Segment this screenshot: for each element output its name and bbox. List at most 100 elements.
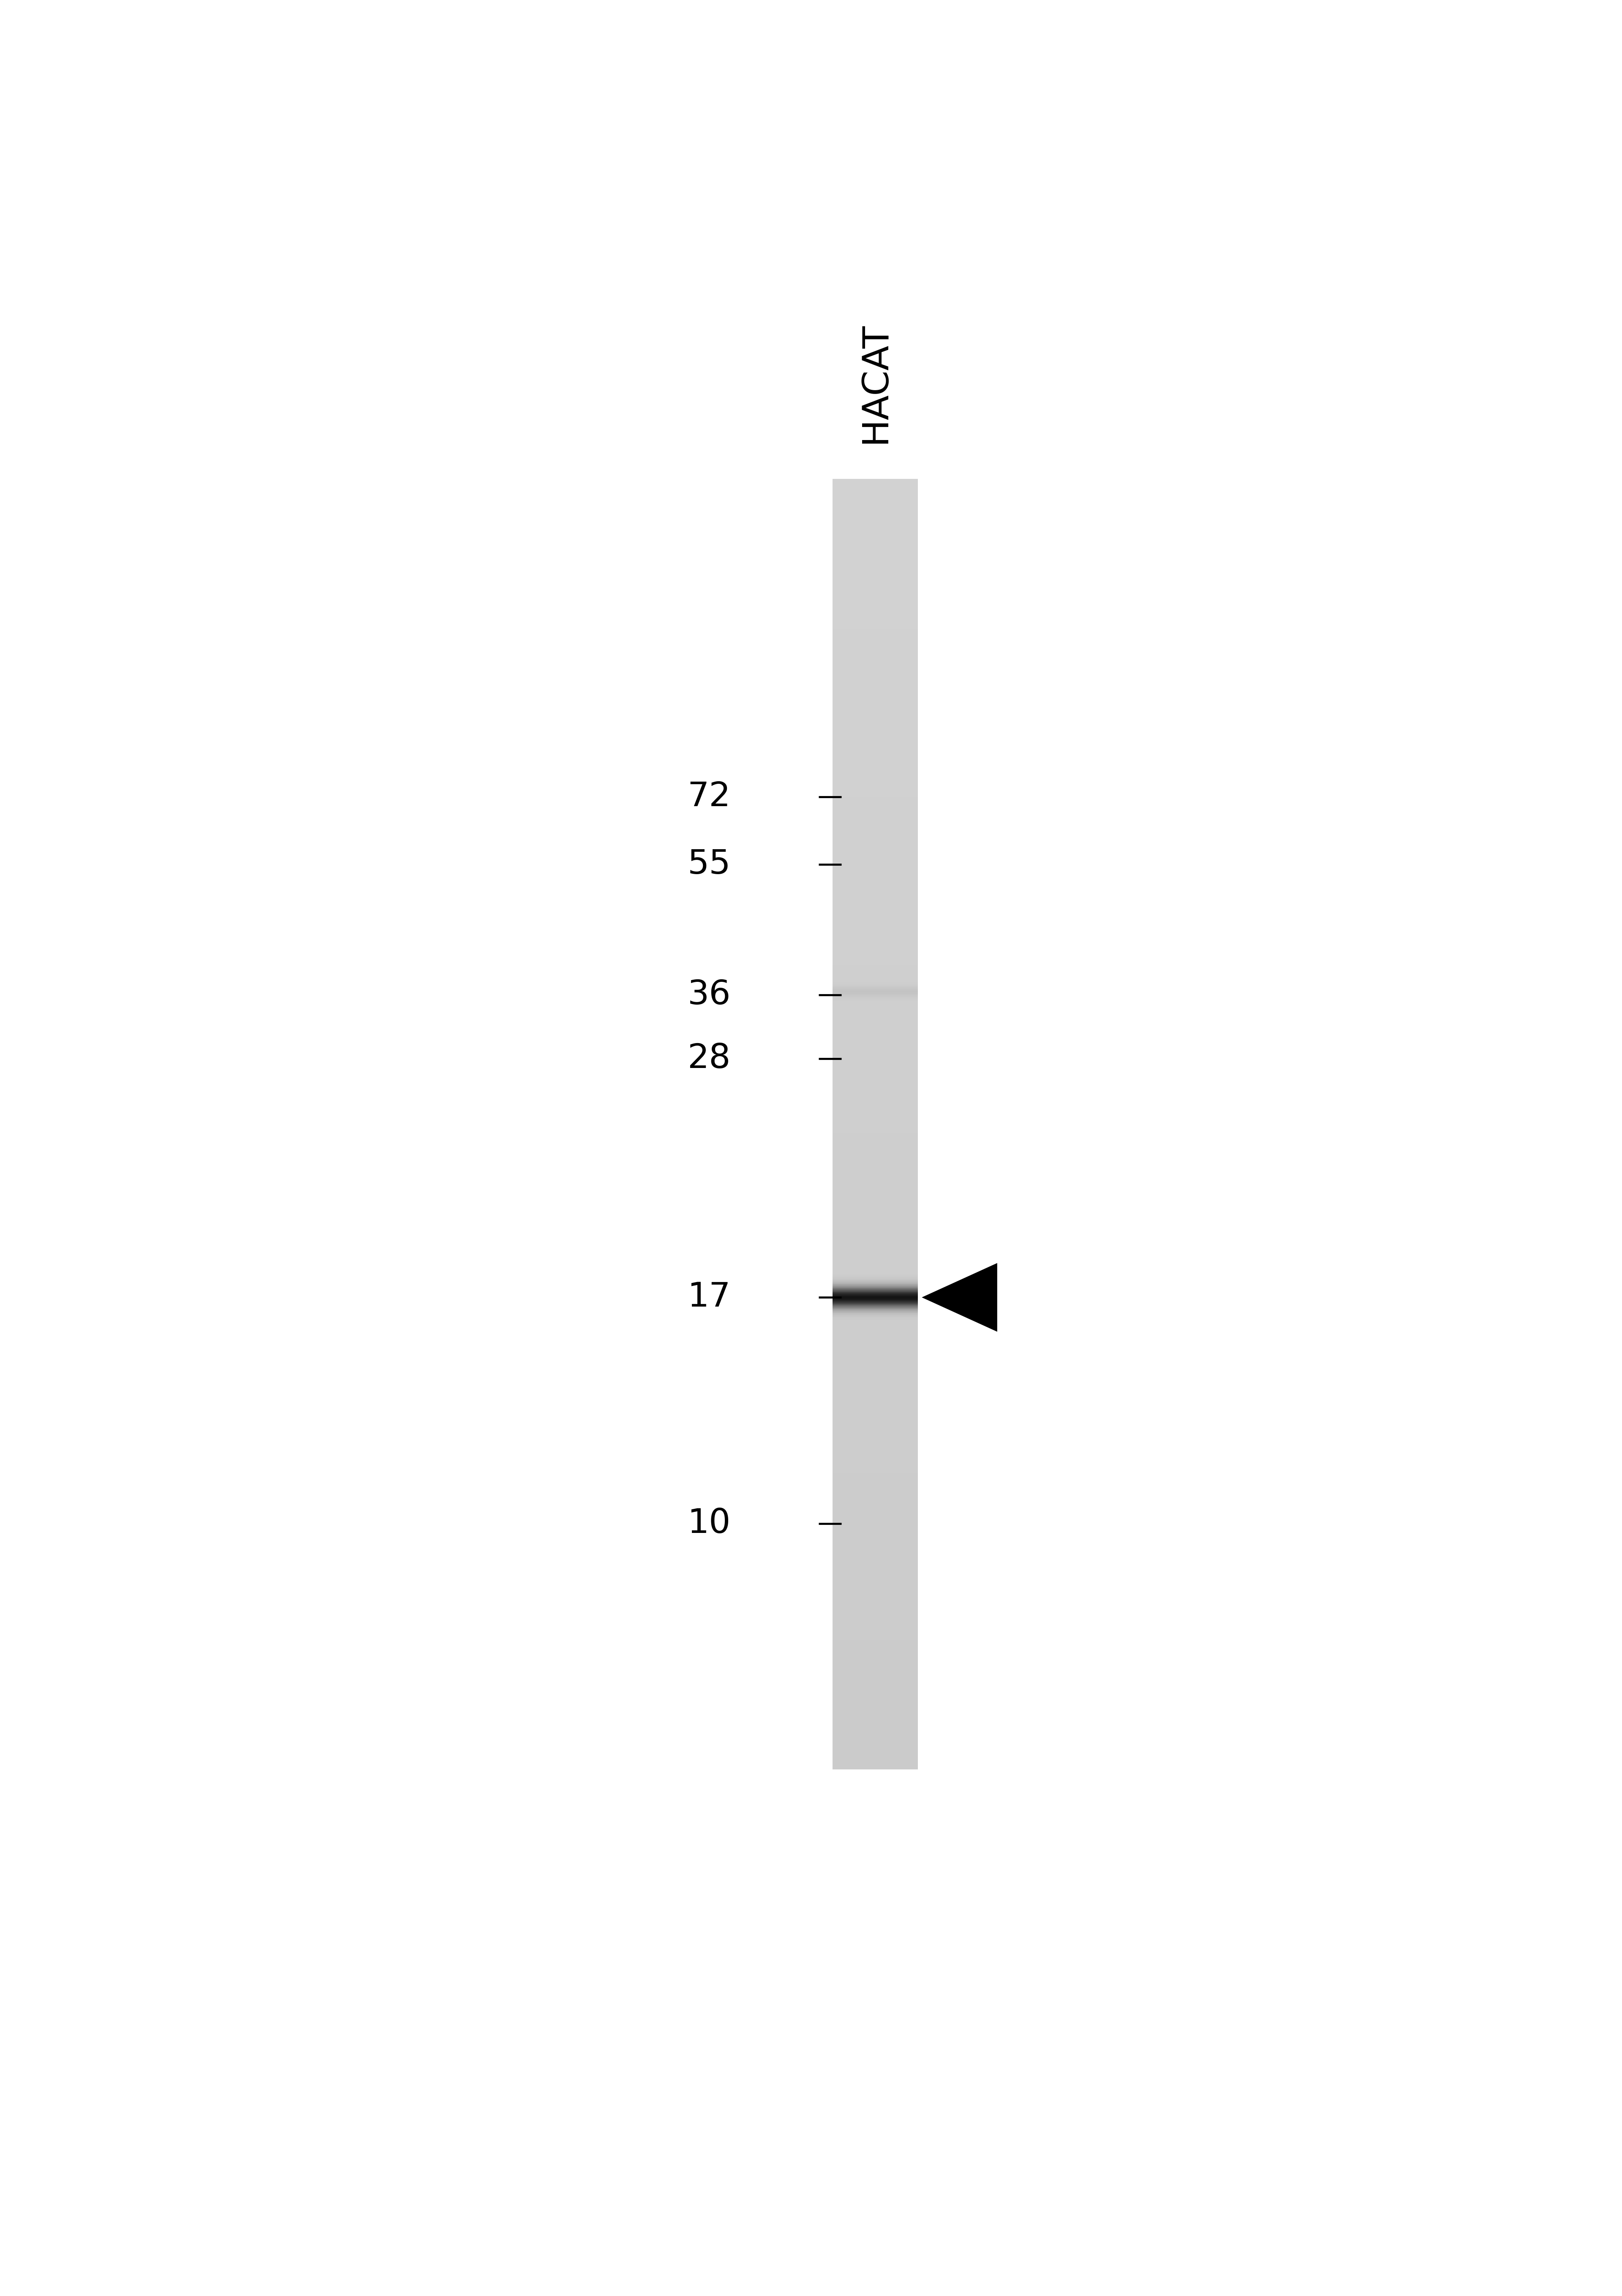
Bar: [832, 1451, 918, 1456]
Bar: [832, 900, 918, 905]
Bar: [832, 891, 918, 895]
Bar: [832, 1511, 918, 1515]
Bar: [832, 999, 918, 1003]
Bar: [832, 1304, 918, 1309]
Bar: [832, 1288, 918, 1293]
Bar: [832, 650, 918, 654]
Bar: [832, 719, 918, 723]
Bar: [832, 785, 918, 788]
Bar: [832, 1623, 918, 1628]
Bar: [832, 1293, 918, 1297]
Bar: [832, 1467, 918, 1472]
Bar: [832, 767, 918, 771]
Bar: [832, 1632, 918, 1637]
Bar: [832, 870, 918, 875]
Bar: [832, 1649, 918, 1653]
Bar: [832, 1155, 918, 1159]
Bar: [832, 854, 918, 856]
Bar: [832, 1525, 918, 1529]
Bar: [832, 1692, 918, 1697]
Bar: [832, 1196, 918, 1201]
Bar: [832, 501, 918, 505]
Bar: [832, 496, 918, 501]
Bar: [832, 677, 918, 682]
Bar: [832, 482, 918, 487]
Bar: [832, 1235, 918, 1240]
Bar: [832, 1589, 918, 1593]
Bar: [832, 923, 918, 925]
Bar: [832, 1327, 918, 1332]
Bar: [832, 909, 918, 914]
Bar: [832, 664, 918, 668]
Bar: [832, 1091, 918, 1093]
Bar: [832, 751, 918, 753]
Bar: [832, 1318, 918, 1322]
Bar: [832, 1093, 918, 1097]
Bar: [832, 1270, 918, 1274]
Bar: [832, 1056, 918, 1058]
Bar: [832, 1412, 918, 1417]
Bar: [832, 1162, 918, 1166]
Bar: [832, 689, 918, 693]
Text: 55: 55: [688, 847, 730, 882]
Bar: [832, 1701, 918, 1706]
Bar: [832, 1605, 918, 1609]
Bar: [832, 1378, 918, 1382]
Bar: [832, 1766, 918, 1770]
Bar: [832, 517, 918, 521]
Bar: [832, 1667, 918, 1671]
Bar: [832, 1258, 918, 1263]
Bar: [832, 1756, 918, 1761]
Bar: [832, 1125, 918, 1127]
Bar: [832, 1343, 918, 1348]
Bar: [832, 604, 918, 608]
Bar: [832, 1297, 918, 1300]
Bar: [832, 1244, 918, 1249]
Bar: [832, 895, 918, 900]
Bar: [832, 781, 918, 785]
Bar: [832, 1520, 918, 1525]
Bar: [832, 758, 918, 762]
Bar: [832, 673, 918, 677]
Bar: [832, 712, 918, 716]
Bar: [832, 1717, 918, 1722]
Bar: [832, 1127, 918, 1132]
Bar: [832, 1598, 918, 1603]
Bar: [832, 1373, 918, 1378]
Bar: [832, 1322, 918, 1327]
Bar: [832, 771, 918, 776]
Bar: [832, 487, 918, 491]
Bar: [832, 535, 918, 540]
Bar: [832, 638, 918, 643]
Bar: [832, 978, 918, 983]
Bar: [832, 618, 918, 620]
Bar: [832, 1029, 918, 1033]
Bar: [832, 613, 918, 618]
Bar: [832, 1609, 918, 1614]
Bar: [832, 1614, 918, 1619]
Bar: [832, 1309, 918, 1313]
Bar: [832, 1435, 918, 1437]
Bar: [832, 549, 918, 551]
Bar: [832, 732, 918, 737]
Bar: [832, 822, 918, 827]
Polygon shape: [921, 1263, 998, 1332]
Bar: [832, 1366, 918, 1368]
Bar: [832, 1637, 918, 1639]
Bar: [832, 1097, 918, 1102]
Bar: [832, 530, 918, 535]
Bar: [832, 827, 918, 831]
Bar: [832, 1683, 918, 1688]
Text: 10: 10: [688, 1506, 730, 1541]
Bar: [832, 1564, 918, 1568]
Bar: [832, 831, 918, 836]
Bar: [832, 1334, 918, 1339]
Bar: [832, 820, 918, 822]
Bar: [832, 1559, 918, 1564]
Bar: [832, 879, 918, 884]
Bar: [832, 815, 918, 820]
Bar: [832, 1407, 918, 1412]
Bar: [832, 836, 918, 840]
Bar: [832, 569, 918, 574]
Bar: [832, 1077, 918, 1081]
